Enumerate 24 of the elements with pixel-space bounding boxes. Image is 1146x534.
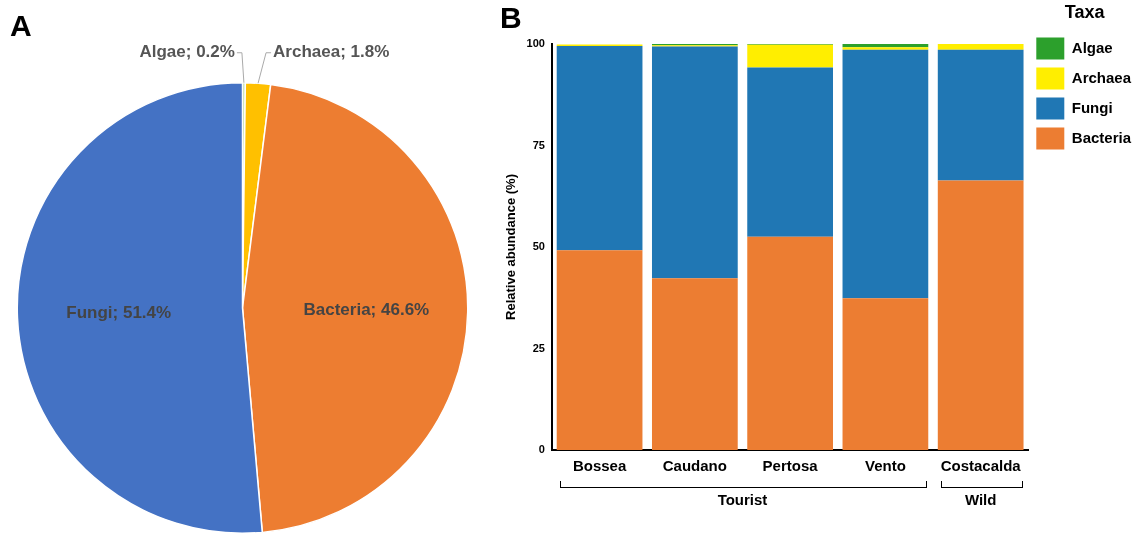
x-tick-label: Caudano [662,457,727,475]
y-tick-label: 50 [532,240,545,253]
x-tick-label: Bossea [572,457,627,475]
legend-label: Bacteria [1071,128,1132,146]
chart-title: A [10,9,32,43]
y-tick-label: 0 [538,443,545,456]
text: Tourist [717,491,768,508]
y-tick-label: 100 [526,37,545,50]
x-tick-label: Vento [864,457,906,475]
slice-label: Archaea; 1.8% [273,42,390,62]
legend-label: Fungi [1071,98,1113,116]
y-axis-title: Relative abundance (%) [503,174,519,320]
x-tick-label: Costacalda [940,457,1022,475]
text: Wild [964,491,997,508]
legend-title: Taxa [1064,1,1106,22]
y-tick-label: 25 [532,341,545,354]
slice-label: Bacteria; 46.6% [303,300,430,320]
slice-label: Algae; 0.2% [139,42,235,62]
x-tick-label: Pertosa [762,457,819,475]
slice-label: Fungi; 51.4% [66,303,172,323]
chart-title: B [500,1,522,35]
legend-label: Algae [1071,38,1113,56]
legend-label: Archaea [1071,68,1132,86]
y-tick-label: 75 [532,138,545,151]
